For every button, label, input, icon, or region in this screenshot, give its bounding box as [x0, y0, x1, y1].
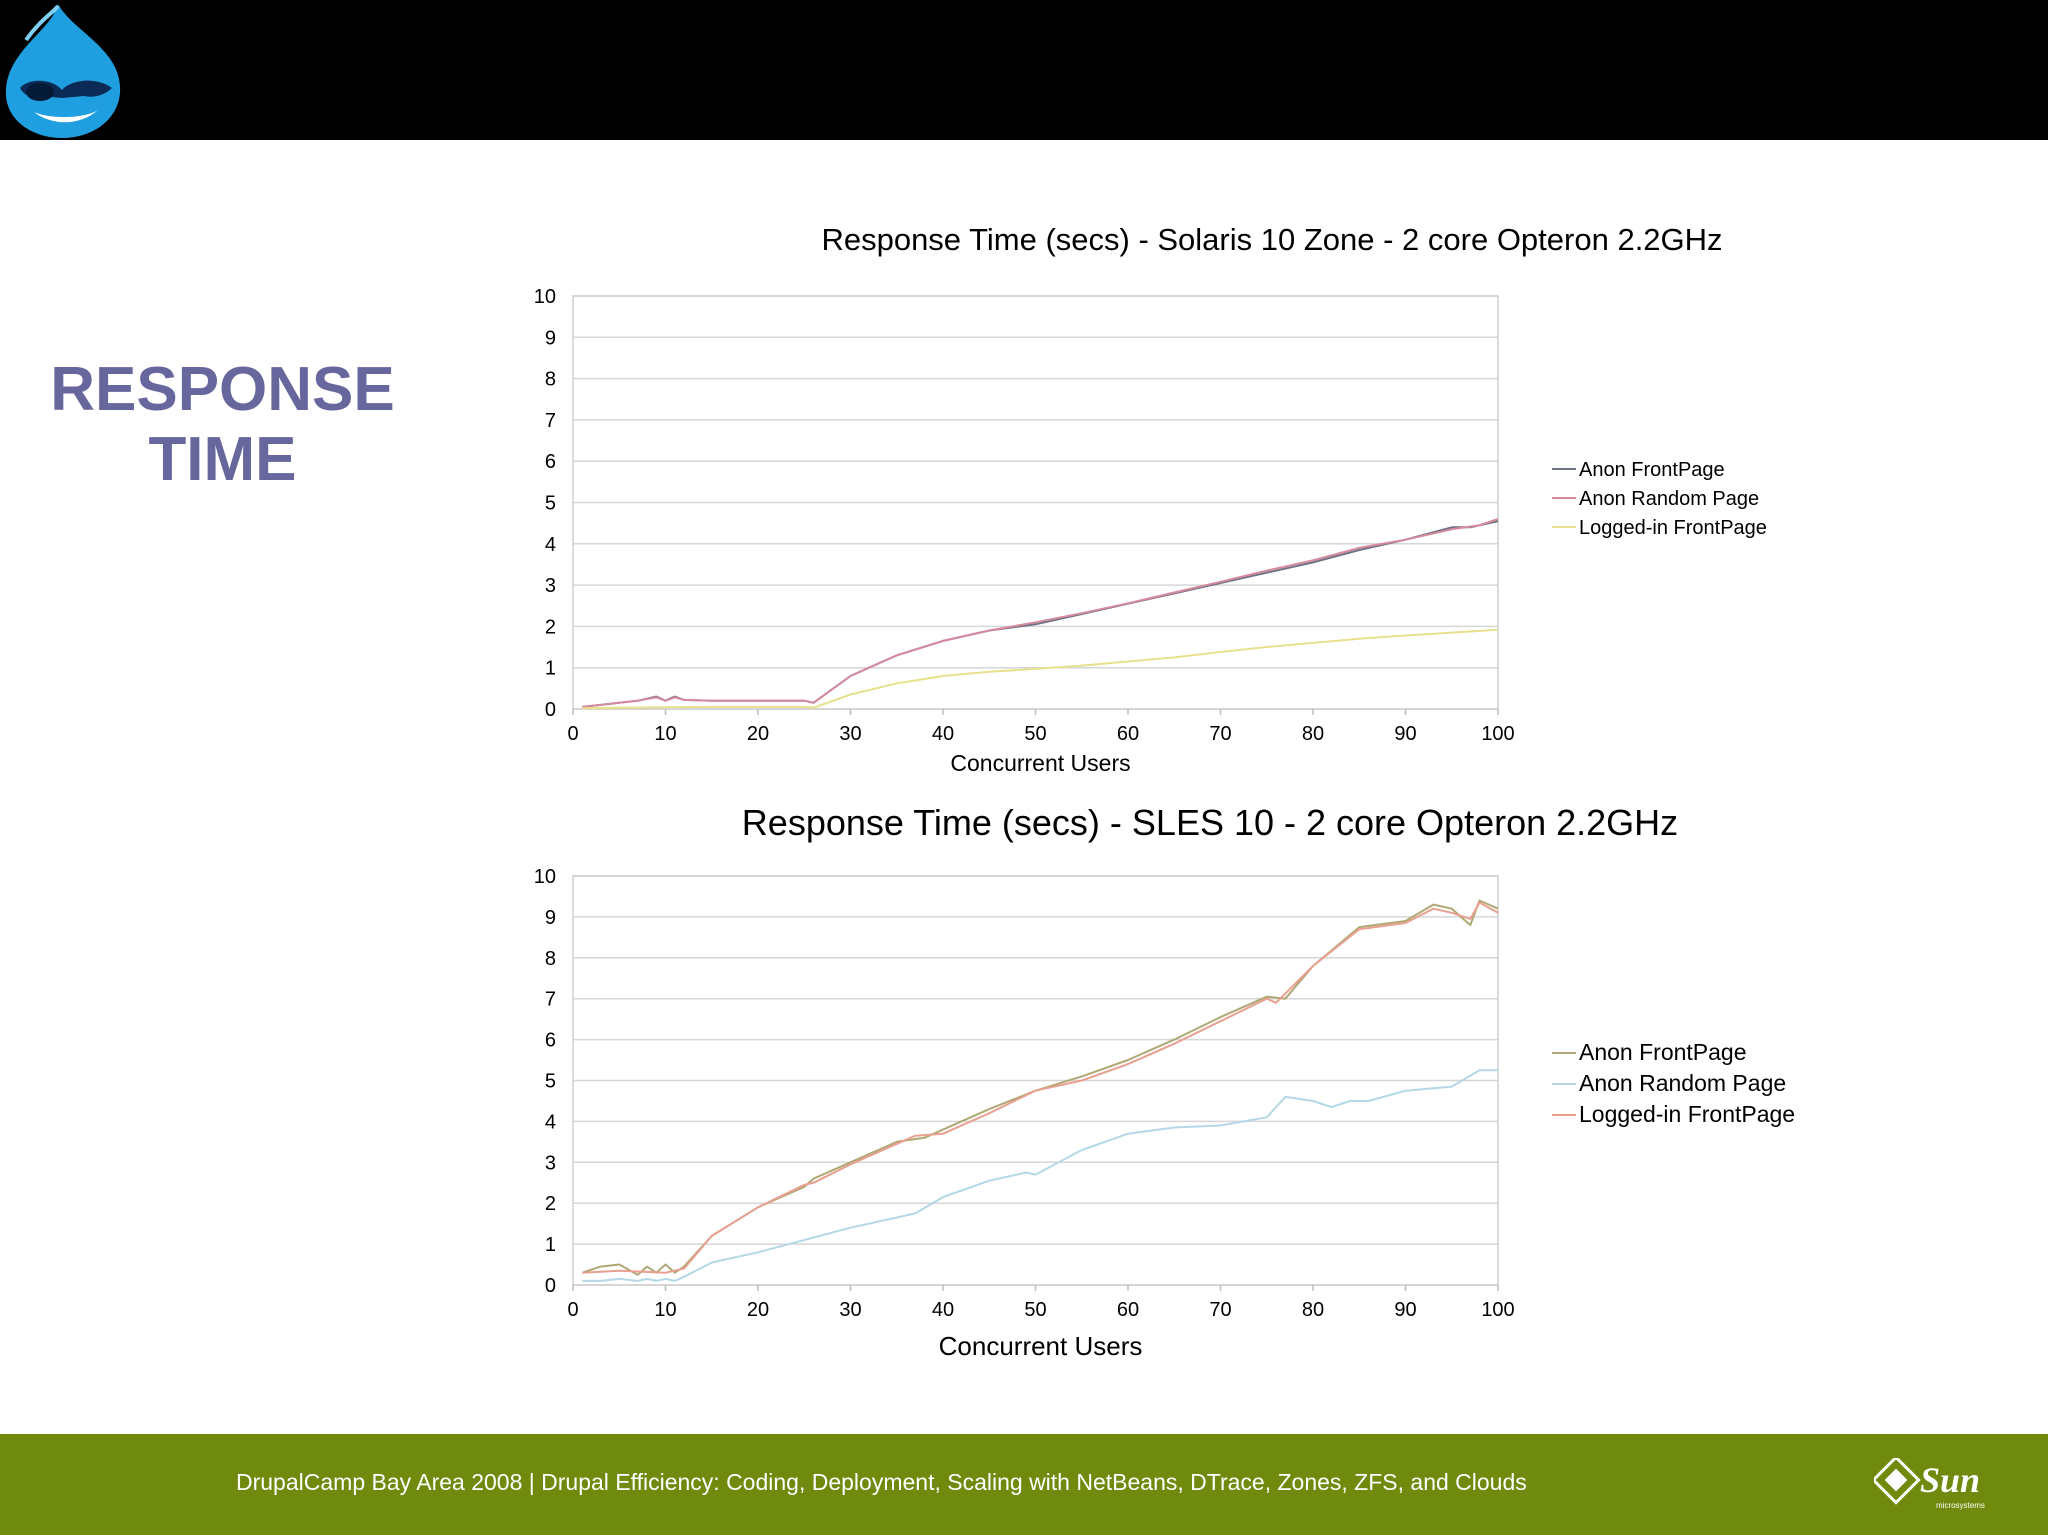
- y-tick-label: 1: [545, 658, 556, 680]
- x-tick-label: 30: [839, 723, 861, 745]
- y-tick-label: 9: [545, 907, 556, 929]
- legend-entry: Anon Random Page: [1579, 1070, 1786, 1096]
- y-tick-label: 0: [545, 1275, 556, 1297]
- series-line-1: [581, 899, 1499, 1276]
- legend-entry: Logged-in FrontPage: [1579, 517, 1767, 539]
- x-axis-label: Concurrent Users: [939, 1331, 1143, 1361]
- y-tick-label: 7: [545, 410, 556, 432]
- legend-entry: Anon FrontPage: [1579, 1039, 1747, 1065]
- x-tick-label: 100: [1481, 1299, 1514, 1321]
- x-tick-label: 70: [1209, 1299, 1231, 1321]
- chart-solaris: Response Time (secs) - Solaris 10 Zone -…: [534, 222, 1767, 776]
- x-tick-label: 90: [1394, 723, 1416, 745]
- slide-title-line1: RESPONSE: [50, 355, 395, 424]
- sun-logo-text: Sun: [1920, 1460, 1980, 1500]
- y-tick-label: 1: [545, 1234, 556, 1256]
- chart-sles: Response Time (secs) - SLES 10 - 2 core …: [534, 802, 1795, 1361]
- y-tick-label: 10: [534, 866, 556, 888]
- legend-entry: Logged-in FrontPage: [1579, 1101, 1795, 1127]
- top-bar: [0, 0, 2048, 140]
- slide-title-line2: TIME: [148, 425, 297, 494]
- y-tick-label: 3: [545, 575, 556, 597]
- y-tick-label: 9: [545, 327, 556, 349]
- y-tick-label: 0: [545, 699, 556, 721]
- x-tick-label: 50: [1024, 723, 1046, 745]
- slide-title: RESPONSE TIME: [20, 355, 425, 495]
- y-tick-label: 5: [545, 493, 556, 515]
- series-line-2: [582, 1069, 1498, 1282]
- drupal-drop-logo: [5, 4, 121, 138]
- x-tick-label: 60: [1117, 723, 1139, 745]
- sun-microsystems-logo: Sun microsystems: [1874, 1458, 1985, 1510]
- x-tick-label: 20: [747, 723, 769, 745]
- legend-entry: Anon Random Page: [1579, 488, 1759, 510]
- x-tick-label: 20: [747, 1299, 769, 1321]
- x-tick-label: 100: [1481, 723, 1514, 745]
- x-tick-label: 50: [1024, 1299, 1046, 1321]
- x-tick-label: 30: [839, 1299, 861, 1321]
- footer-text: DrupalCamp Bay Area 2008 | Drupal Effici…: [236, 1469, 1527, 1495]
- x-tick-label: 80: [1302, 1299, 1324, 1321]
- chart-title: Response Time (secs) - Solaris 10 Zone -…: [821, 222, 1722, 257]
- series-line-3: [582, 628, 1499, 710]
- x-tick-label: 40: [932, 723, 954, 745]
- x-tick-label: 0: [567, 1299, 578, 1321]
- x-tick-label: 60: [1117, 1299, 1139, 1321]
- y-tick-label: 10: [534, 286, 556, 308]
- x-tick-label: 40: [932, 1299, 954, 1321]
- y-tick-label: 4: [545, 1111, 556, 1133]
- y-tick-label: 6: [545, 1030, 556, 1052]
- sun-logo-subtext: microsystems: [1936, 1501, 1985, 1510]
- legend-entry: Anon FrontPage: [1579, 459, 1725, 481]
- x-tick-label: 0: [567, 723, 578, 745]
- y-tick-label: 6: [545, 451, 556, 473]
- y-tick-label: 5: [545, 1071, 556, 1093]
- y-tick-label: 7: [545, 989, 556, 1011]
- chart-title: Response Time (secs) - SLES 10 - 2 core …: [742, 802, 1678, 843]
- x-tick-label: 70: [1209, 723, 1231, 745]
- y-tick-label: 8: [545, 369, 556, 391]
- x-tick-label: 10: [654, 1299, 676, 1321]
- x-axis-label: Concurrent Users: [950, 750, 1130, 776]
- x-tick-label: 10: [654, 723, 676, 745]
- x-tick-label: 90: [1394, 1299, 1416, 1321]
- y-tick-label: 2: [545, 616, 556, 638]
- y-tick-label: 2: [545, 1193, 556, 1215]
- y-tick-label: 3: [545, 1152, 556, 1174]
- x-tick-label: 80: [1302, 723, 1324, 745]
- y-tick-label: 4: [545, 534, 556, 556]
- y-tick-label: 8: [545, 948, 556, 970]
- series-line-2: [582, 518, 1499, 708]
- series-line-3: [582, 901, 1499, 1274]
- footer-bar: [0, 1434, 2048, 1535]
- series-line-1: [582, 520, 1499, 708]
